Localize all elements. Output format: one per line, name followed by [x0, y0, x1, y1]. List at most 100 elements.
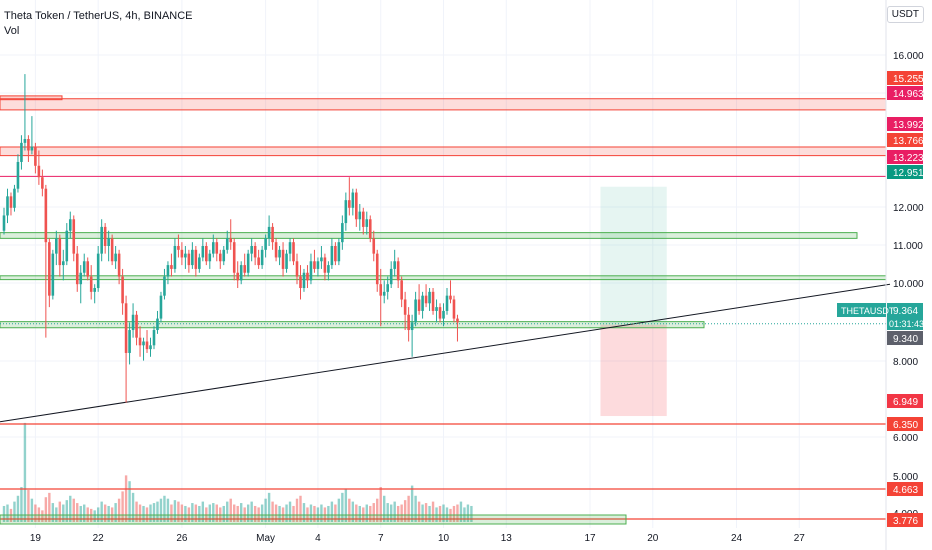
price-badge-bg [887, 303, 923, 317]
candle-body [72, 219, 76, 254]
candle-body [320, 257, 323, 262]
candle [20, 135, 23, 170]
candle-body [334, 246, 337, 262]
candle [55, 230, 58, 266]
candle [243, 253, 246, 277]
candle [438, 303, 442, 323]
candle-body [246, 253, 250, 273]
candle-body [131, 314, 135, 331]
volume-bar [431, 501, 435, 522]
volume-bar [41, 510, 44, 522]
volume-bar [470, 505, 473, 522]
candle-body [386, 284, 390, 292]
date-tick-label: 17 [584, 533, 596, 544]
candle [271, 223, 274, 250]
candle-body [438, 307, 442, 319]
volume-bar [295, 498, 299, 522]
price-badge-4663: 4.663 [887, 482, 923, 496]
candle-body [288, 242, 292, 254]
date-tick-label: 7 [378, 533, 384, 544]
candle [456, 314, 459, 342]
candle [86, 257, 90, 281]
candle [166, 261, 170, 285]
candle-body [348, 200, 351, 208]
symbol-title: Theta Token / TetherUS, 4h, BINANCE [4, 10, 193, 22]
candle [393, 249, 396, 277]
volume-bar [69, 495, 72, 522]
volume-bar [330, 501, 334, 522]
candle-body [414, 299, 417, 323]
price-badge-bg [887, 482, 923, 496]
date-tick-label: 10 [438, 533, 450, 544]
candle [131, 303, 135, 338]
volume-bar [452, 505, 456, 522]
candle-body [177, 246, 180, 250]
volume-bar [442, 504, 445, 522]
volume-bar [76, 503, 79, 522]
candle [128, 322, 131, 365]
candle-body [110, 238, 114, 262]
volume-bar [365, 504, 368, 522]
candle-body [180, 249, 184, 258]
candle [121, 268, 124, 315]
candle-body [121, 276, 124, 304]
volume-bar [191, 503, 194, 522]
price-badge-label: 13.223 [893, 153, 924, 164]
candle-body [208, 253, 212, 262]
volume-bar [2, 505, 6, 522]
price-badge-13992: 13.992 [887, 117, 924, 131]
currency-button[interactable]: USDT [886, 6, 924, 23]
candle [229, 219, 233, 250]
candle-body [295, 261, 299, 277]
candle [348, 177, 351, 216]
volume-bar [386, 503, 389, 522]
candle-body [278, 249, 281, 258]
candle-body [424, 295, 428, 304]
price-badge-13223: 13.223 [887, 150, 924, 164]
candle [41, 169, 44, 197]
volume-bar [337, 498, 341, 522]
candle-body [382, 291, 386, 296]
resistance-zone-middle [0, 146, 887, 157]
candle [173, 238, 177, 273]
volume-bar [208, 504, 212, 522]
candle-body [114, 253, 117, 262]
candle [222, 246, 226, 266]
candle-body [403, 299, 407, 315]
support-zone [0, 275, 887, 281]
candle-body [337, 242, 341, 262]
candle-body [260, 249, 264, 266]
candle-body [229, 238, 233, 243]
candle [428, 288, 431, 311]
date-tick-label: 26 [176, 533, 188, 544]
candle-body [306, 272, 309, 281]
candle-body [400, 280, 403, 300]
volume-bar [173, 500, 177, 522]
candle [48, 238, 51, 308]
volume-bar [407, 495, 410, 522]
position-stop-zone [600, 324, 667, 417]
candle-body [152, 330, 156, 346]
candle-body [341, 223, 344, 243]
volume-bar [20, 487, 23, 522]
candle-body [201, 246, 205, 258]
candle-body [456, 318, 459, 323]
price-badge-label: 4.663 [893, 485, 918, 496]
price-badge-13766: 13.766 [887, 133, 924, 147]
volume-bar [424, 503, 428, 522]
candle-body [344, 200, 348, 224]
date-tick-label: 20 [647, 533, 659, 544]
candle [96, 246, 100, 292]
volume-bar [107, 505, 110, 522]
candle [110, 234, 114, 266]
symbol-tag-label: THETAUSDT [841, 306, 895, 316]
volume-bar [250, 501, 253, 522]
countdown-label: 01:31:43 [889, 319, 924, 329]
candle [159, 291, 163, 323]
candle [386, 276, 390, 300]
candle-body [239, 265, 243, 281]
candle-body [55, 238, 58, 254]
candle-body [198, 257, 201, 269]
